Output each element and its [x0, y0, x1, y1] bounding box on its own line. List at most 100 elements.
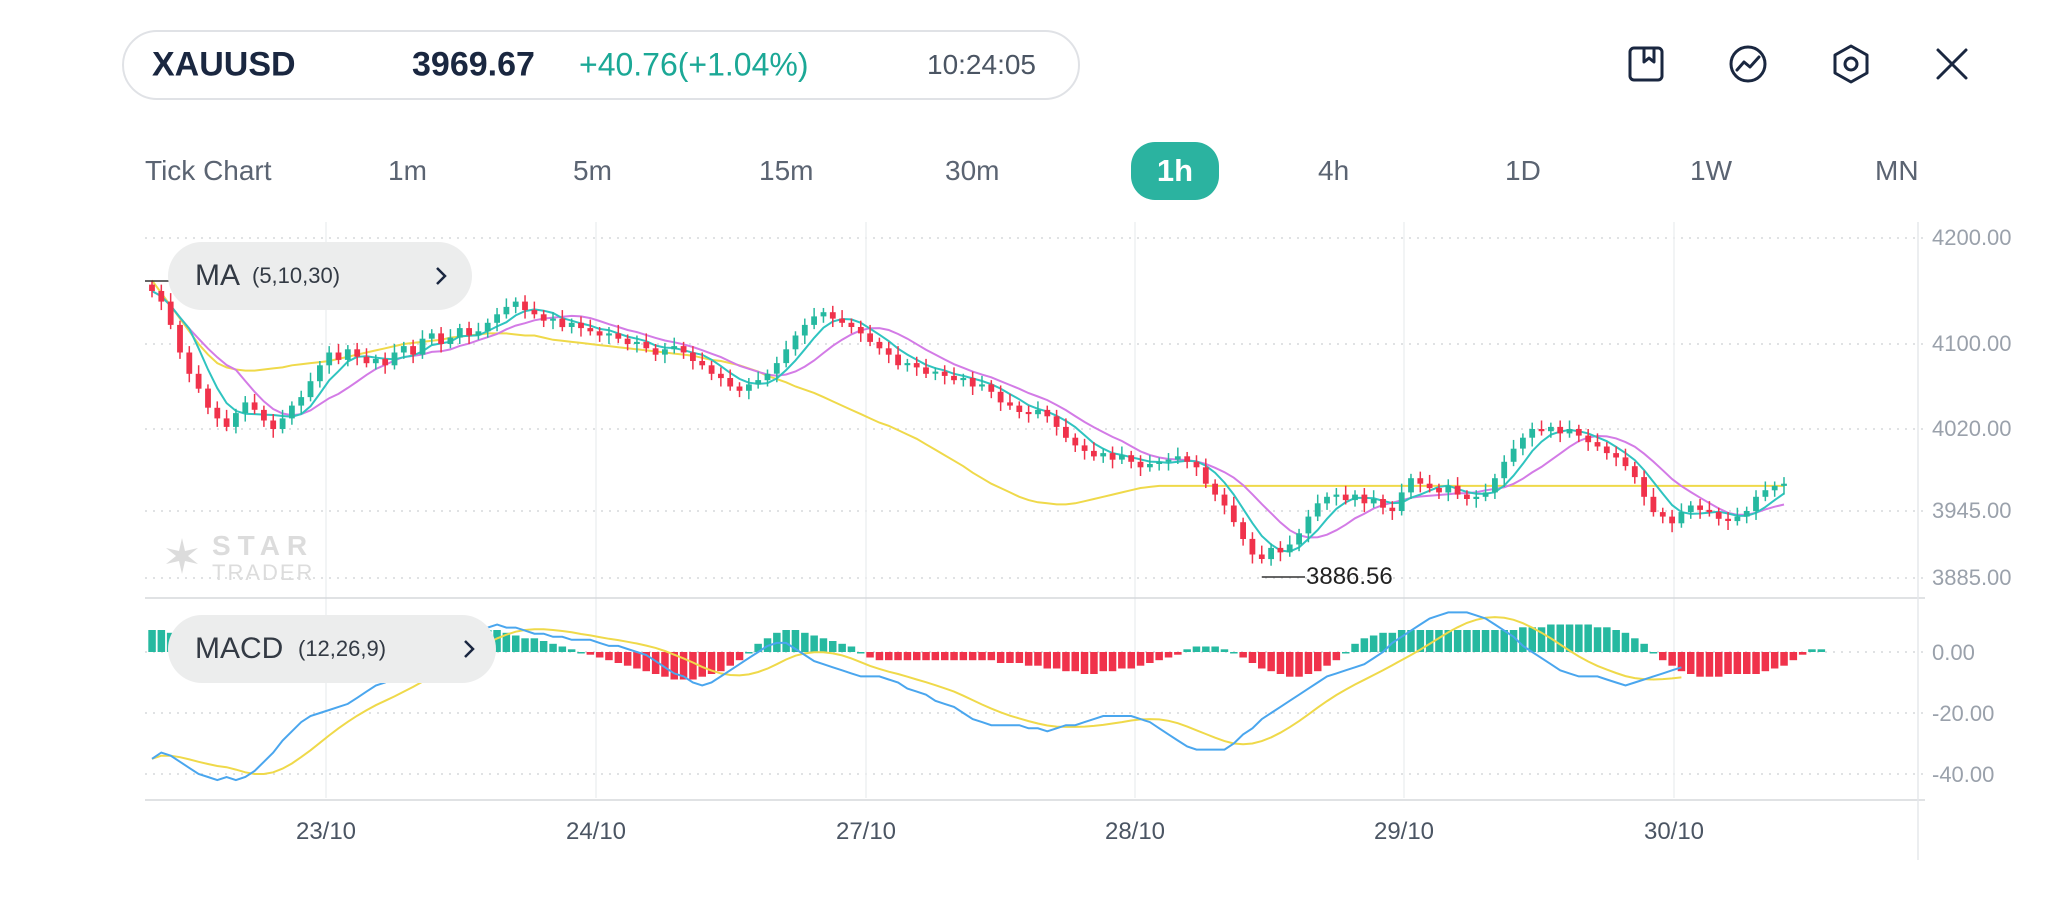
macd-histogram-bar — [633, 652, 641, 669]
tab-5m[interactable]: 5m — [573, 155, 612, 186]
macd-histogram-bar — [1351, 643, 1359, 652]
symbol-label[interactable]: XAUUSD — [152, 45, 296, 84]
macd-histogram-bar — [1136, 652, 1145, 666]
macd-histogram-bar — [1323, 652, 1331, 666]
tab-15m[interactable]: 15m — [759, 155, 814, 186]
macd-histogram-bar — [1444, 630, 1452, 652]
price-axis-label: 3885.00 — [1932, 565, 2012, 590]
candle-body — [1202, 467, 1209, 484]
macd-histogram-bar — [614, 652, 623, 663]
close-icon[interactable] — [1930, 42, 1974, 86]
candle-body — [1305, 516, 1312, 534]
candle-body — [447, 337, 454, 344]
macd-histogram-bar — [1397, 630, 1406, 652]
macd-histogram-bar — [1183, 649, 1191, 652]
candle-body — [1417, 478, 1424, 484]
candle-body — [596, 331, 603, 336]
candle-body — [1734, 516, 1741, 522]
candle-body — [149, 284, 155, 291]
macd-histogram-bar — [903, 652, 912, 661]
candle-body — [606, 333, 612, 336]
candle-body — [708, 365, 715, 374]
macd-histogram-bar — [1202, 646, 1210, 652]
tab-30m[interactable]: 30m — [945, 155, 1000, 186]
candle-body — [1007, 402, 1013, 406]
tab-mn[interactable]: MN — [1875, 155, 1919, 186]
macd-histogram-bar — [1164, 652, 1173, 658]
macd-histogram-bar — [1603, 627, 1611, 652]
candle-body — [773, 363, 780, 374]
macd-dea-line — [151, 616, 1682, 775]
candle-body — [1221, 494, 1228, 506]
candle-body — [1613, 453, 1619, 458]
macd-histogram-bar — [1118, 652, 1126, 669]
candle-body — [1492, 478, 1498, 493]
bookmark-icon[interactable] — [1624, 42, 1668, 86]
price-value: 3969.67 — [412, 45, 535, 84]
macd-histogram-bar — [1798, 652, 1807, 655]
candle-body — [1286, 544, 1293, 553]
macd-histogram-bar — [1052, 652, 1061, 669]
candle-body — [1016, 405, 1023, 412]
candle-body — [214, 407, 221, 419]
candle-body — [1380, 499, 1386, 508]
candle-body — [885, 348, 892, 355]
macd-histogram-bar — [1789, 652, 1798, 661]
macd-histogram-bar — [1332, 652, 1341, 661]
macd-histogram-bar — [1174, 652, 1182, 655]
macd-axis-label: -40.00 — [1932, 762, 1995, 787]
chart-icon[interactable] — [1726, 42, 1770, 86]
tab-4h[interactable]: 4h — [1318, 155, 1350, 186]
candle-body — [242, 402, 249, 413]
candle-body — [755, 380, 762, 385]
chevron-right-icon — [464, 640, 475, 658]
macd-histogram-bar — [726, 652, 734, 666]
ma-indicator-toggle[interactable]: MA (5,10,30) — [168, 242, 472, 310]
tab-1w[interactable]: 1W — [1690, 155, 1732, 186]
moving-average-lines — [151, 279, 1785, 553]
macd-histogram-bar — [950, 652, 958, 661]
macd-histogram-bar — [866, 652, 874, 658]
candle-body — [746, 384, 752, 391]
candle-body — [1538, 429, 1545, 432]
macd-axis-label: -20.00 — [1932, 701, 1995, 726]
candle-body — [1296, 533, 1302, 545]
macd-histogram-bar — [1369, 635, 1378, 652]
candle-body — [979, 384, 985, 387]
time-axis-label: 27/10 — [835, 818, 897, 845]
ma30-line — [151, 279, 1784, 506]
candle-body — [400, 346, 407, 353]
watermark-line2: TRADER — [212, 560, 315, 585]
candle-body — [391, 352, 398, 366]
candle-body — [615, 333, 622, 339]
candle-body — [1398, 492, 1405, 511]
candle-body — [223, 418, 230, 427]
macd-histogram-bar — [595, 652, 604, 658]
candle-body — [475, 331, 482, 336]
candle-body — [1445, 485, 1452, 493]
candle-body — [363, 356, 370, 364]
macd-histogram-bar — [801, 632, 809, 652]
tab-tick-chart[interactable]: Tick Chart — [145, 155, 272, 186]
candle-body — [690, 352, 696, 361]
price-axis-label: 4100.00 — [1932, 331, 2012, 356]
candle-body — [1408, 478, 1414, 493]
candle-body — [466, 328, 472, 336]
macd-histogram-bar — [1519, 627, 1527, 652]
macd-histogram-bar — [1146, 652, 1154, 663]
macd-histogram-bar — [810, 635, 818, 652]
tab-1m[interactable]: 1m — [388, 155, 427, 186]
macd-histogram-bar — [1108, 652, 1117, 672]
macd-indicator-toggle[interactable]: MACD (12,26,9) — [168, 615, 496, 683]
macd-histogram-bar — [1071, 652, 1079, 672]
macd-histogram-bar — [689, 652, 697, 680]
candle-body — [932, 371, 939, 374]
macd-histogram-bar — [931, 652, 940, 661]
candle-body — [1501, 461, 1508, 479]
ma5-line — [151, 290, 1785, 553]
settings-icon[interactable] — [1829, 42, 1873, 86]
tab-1h[interactable]: 1h — [1131, 142, 1219, 200]
candle-body — [1426, 483, 1433, 489]
tab-1d[interactable]: 1D — [1505, 155, 1541, 186]
